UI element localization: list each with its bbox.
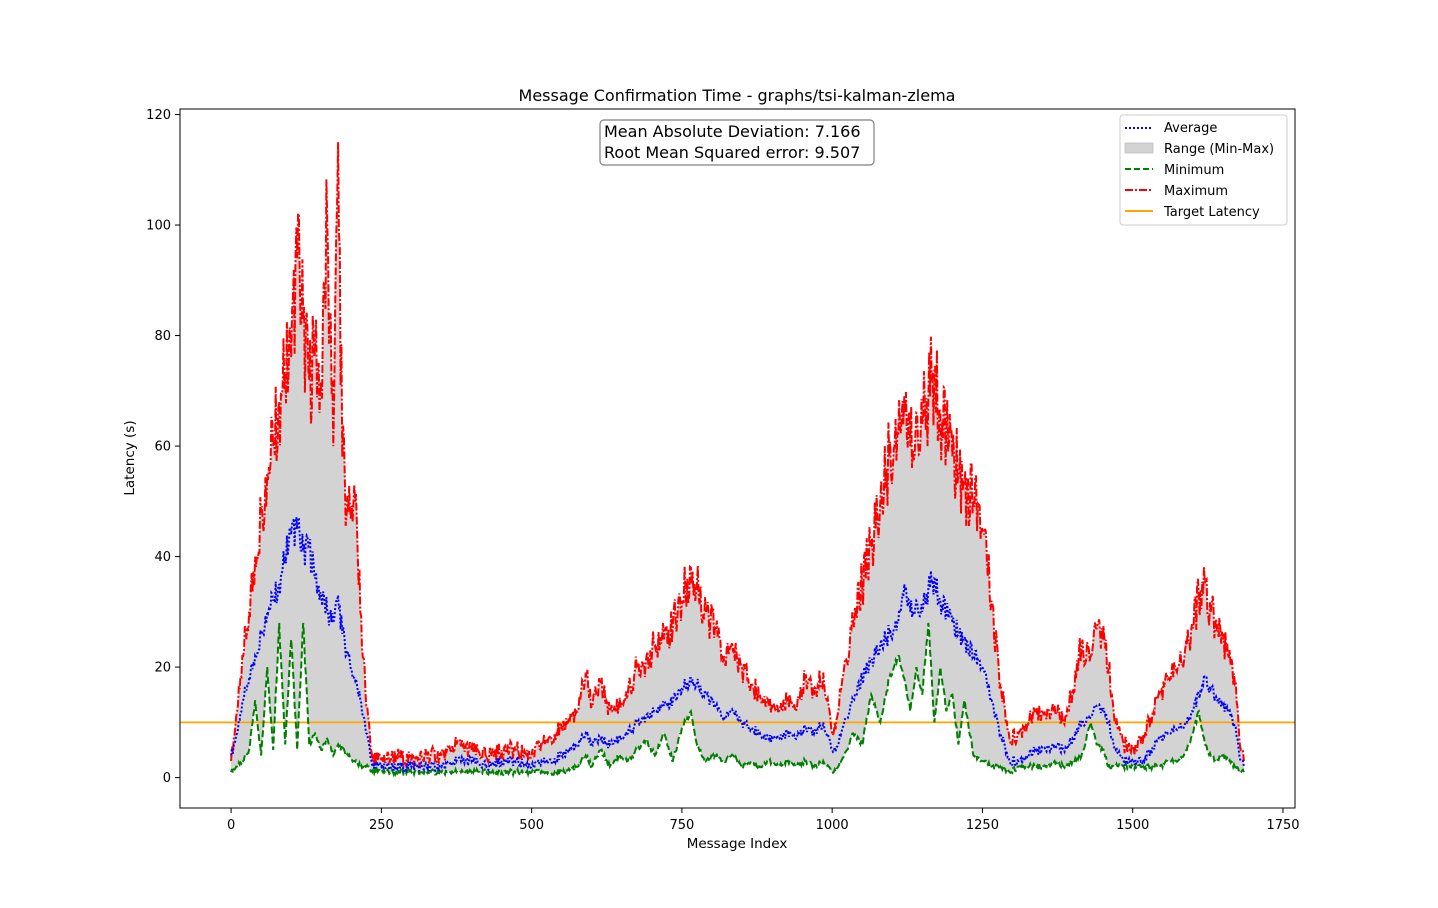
average-series-line <box>230 514 1245 774</box>
x-tick-label: 0 <box>227 818 235 833</box>
x-tick-label: 250 <box>369 818 394 833</box>
plot-frame <box>179 108 1296 809</box>
y-tick-label: 20 <box>154 661 171 676</box>
stats-annotation: Mean Absolute Deviation: 7.166 Root Mean… <box>599 119 875 166</box>
range-fill-area <box>231 142 1244 775</box>
stats-line-rmse: Root Mean Squared error: 9.507 <box>604 143 860 162</box>
maximum-series-line <box>230 142 1245 768</box>
y-tick-label: 0 <box>163 771 171 786</box>
stats-line-mad: Mean Absolute Deviation: 7.166 <box>604 122 861 141</box>
y-tick-label: 60 <box>154 440 171 455</box>
legend-box <box>1119 114 1288 226</box>
minimum-series-line <box>230 622 1245 779</box>
x-tick-label: 1750 <box>1266 818 1299 833</box>
legend-label-maximum: Maximum <box>1164 184 1228 199</box>
x-axis: 0 250 500 750 1000 1250 1500 1750 <box>227 808 1300 833</box>
x-tick-label: 500 <box>519 818 544 833</box>
legend-label-average: Average <box>1164 121 1217 136</box>
y-tick-label: 80 <box>154 329 171 344</box>
legend-label-range: Range (Min-Max) <box>1164 142 1274 157</box>
x-tick-label: 1250 <box>966 818 999 833</box>
legend-label-target: Target Latency <box>1163 205 1260 220</box>
legend-label-minimum: Minimum <box>1164 163 1224 178</box>
x-tick-label: 750 <box>669 818 694 833</box>
chart-title: Message Confirmation Time - graphs/tsi-k… <box>519 86 956 105</box>
x-axis-label: Message Index <box>687 836 788 852</box>
y-tick-label: 40 <box>154 550 171 565</box>
y-axis: 0 20 40 60 80 100 120 <box>146 108 180 786</box>
x-tick-label: 1000 <box>816 818 849 833</box>
x-tick-label: 1500 <box>1116 818 1149 833</box>
y-axis-label: Latency (s) <box>122 420 138 495</box>
y-tick-label: 120 <box>146 108 171 123</box>
plot-area <box>180 142 1295 779</box>
stats-box <box>599 119 875 166</box>
y-tick-label: 100 <box>146 219 171 234</box>
legend-swatch-range <box>1124 142 1154 154</box>
legend: Average Range (Min-Max) Minimum Maximum … <box>1119 114 1288 226</box>
